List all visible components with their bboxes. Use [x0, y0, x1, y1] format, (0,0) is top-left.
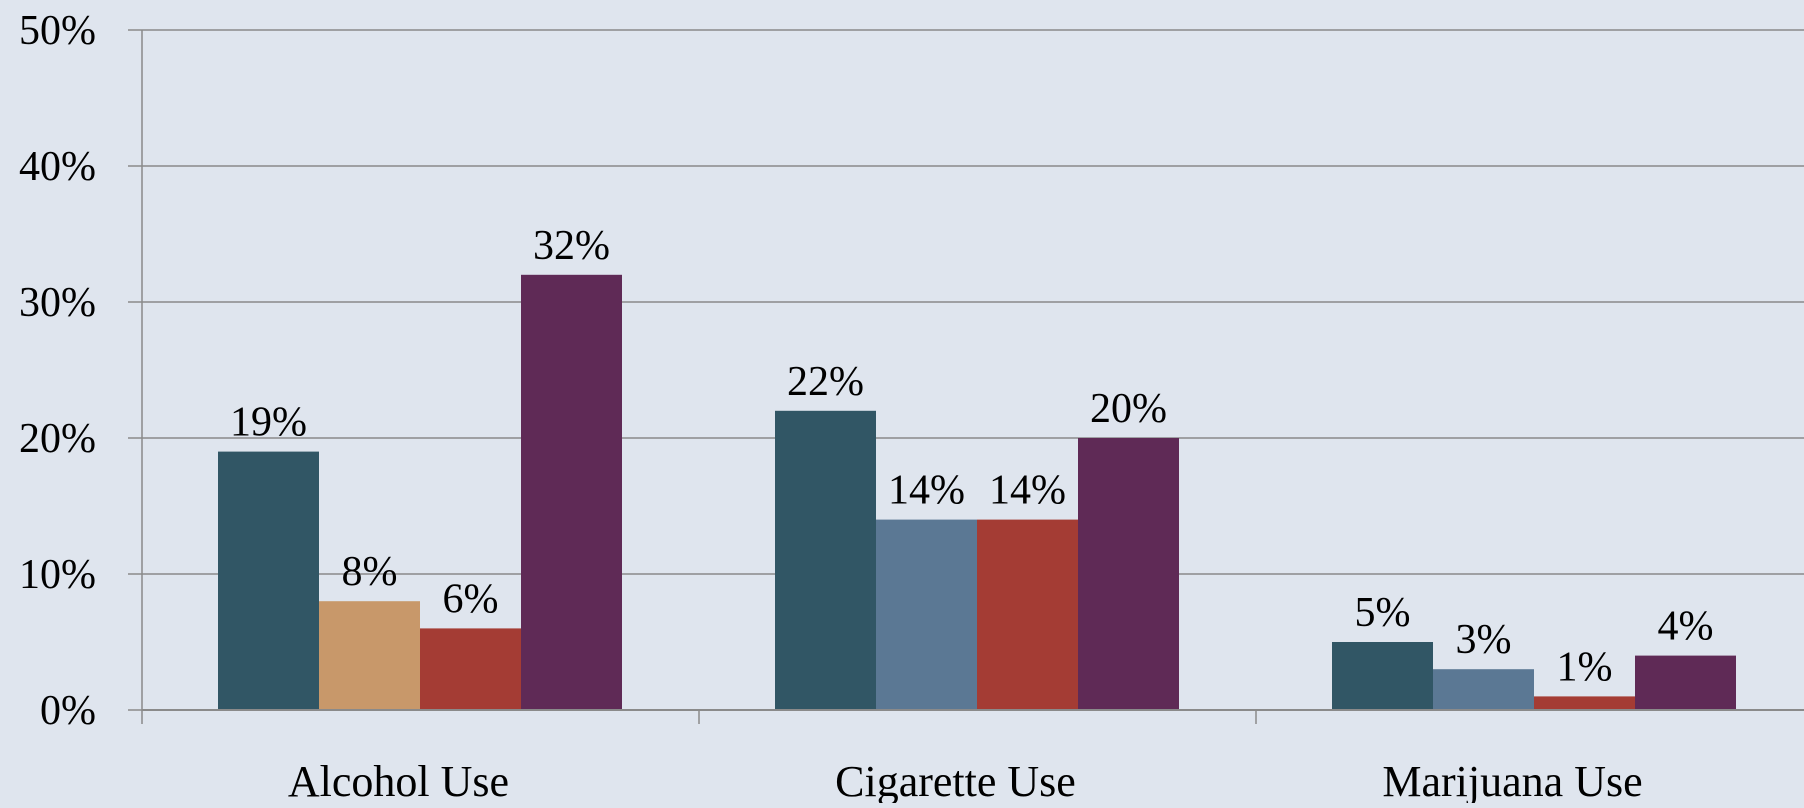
y-axis-tick-label: 30%	[19, 280, 96, 326]
y-axis-tick-label: 0%	[40, 688, 96, 734]
bar-value-label: 5%	[1355, 590, 1411, 636]
x-axis-category-label: Alcohol Use	[288, 757, 509, 803]
bar	[1534, 696, 1635, 710]
bar	[218, 451, 319, 710]
bar	[319, 601, 420, 710]
x-axis-category-label: Cigarette Use	[835, 757, 1076, 803]
bar	[775, 410, 876, 710]
bar	[420, 628, 521, 710]
bar	[1078, 438, 1179, 710]
gridlines	[142, 29, 1804, 575]
y-axis-tick-label: 40%	[19, 144, 96, 190]
bar-value-label: 4%	[1658, 604, 1714, 650]
y-axis-tick-label: 10%	[19, 552, 96, 598]
axes	[141, 30, 1804, 724]
bar-value-label: 32%	[533, 223, 610, 269]
data-labels: 19% 8% 6% 32% 22% 14% 14% 20% 5% 3% 1% 4%	[230, 223, 1714, 691]
bar	[1332, 642, 1433, 710]
y-axis-tick-label: 50%	[19, 8, 96, 54]
bar-value-label: 19%	[230, 400, 307, 446]
bar-value-label: 14%	[989, 468, 1066, 514]
bar	[1433, 669, 1534, 710]
bar-value-label: 3%	[1456, 617, 1512, 663]
y-axis-tick-label: 20%	[19, 416, 96, 462]
x-axis-category-labels: Alcohol Use Cigarette Use Marijuana Use	[288, 757, 1643, 806]
bars	[218, 274, 1736, 710]
y-axis-tick-labels: 0% 10% 20% 30% 40% 50%	[19, 8, 142, 734]
x-axis-category-label: Marijuana Use	[1382, 757, 1642, 803]
bar-value-label: 1%	[1557, 644, 1613, 690]
bar-value-label: 8%	[342, 549, 398, 595]
bar-value-label: 20%	[1090, 386, 1167, 432]
bar	[521, 274, 622, 710]
bar-value-label: 6%	[443, 576, 499, 622]
bar-value-label: 22%	[787, 359, 864, 405]
bar	[1635, 655, 1736, 710]
bar-value-label: 14%	[888, 468, 965, 514]
bar	[977, 519, 1078, 710]
bar	[876, 519, 977, 710]
